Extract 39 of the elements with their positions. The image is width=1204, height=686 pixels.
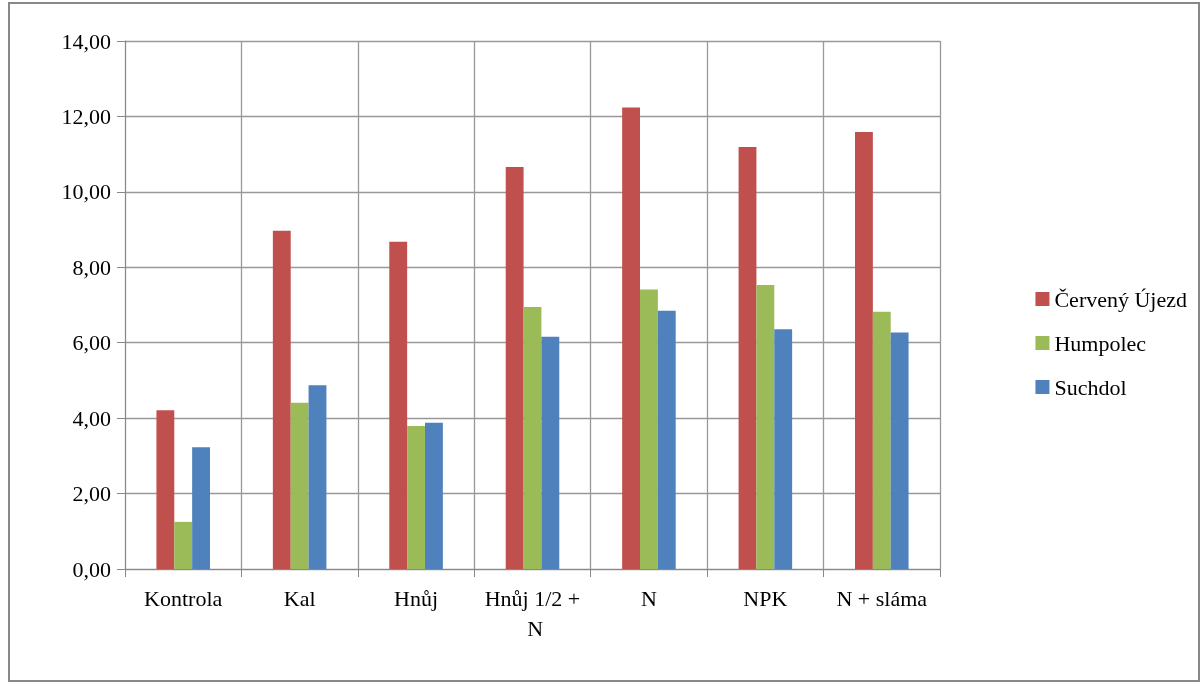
y-tick-label: 14,00 [61,28,111,54]
bar [407,426,425,569]
bar [425,422,443,569]
bar [156,410,175,569]
y-tick-label: 0,00 [72,556,111,582]
y-tick-label: 10,00 [61,179,111,205]
bar [890,332,909,569]
bar [505,166,524,569]
x-tick-label: Kontrola [144,585,223,611]
legend-label: Suchdol [1054,374,1127,400]
x-tick-label: N [640,585,657,611]
x-tick-label: Kal [283,585,316,611]
bar [523,306,542,569]
y-tick-label: 8,00 [72,254,111,280]
x-tick-label: Hnůj [394,585,439,611]
bar [855,131,873,569]
bar [541,336,560,569]
legend-label: Červený Újezd [1054,286,1187,312]
y-tick-label: 12,00 [61,103,111,129]
bar [308,385,327,569]
bar [272,230,291,569]
y-tick-label: 4,00 [72,405,111,431]
x-tick-label: N + sláma [836,585,928,611]
bar [774,329,793,569]
bar [872,311,891,569]
legend-label: Humpolec [1054,330,1147,356]
y-tick-label: 2,00 [72,481,111,507]
bar [738,146,757,569]
x-tick-label: Hnůj 1/2 + N [484,585,581,641]
bar [640,289,658,569]
y-tick-label: 6,00 [72,330,111,356]
bar [622,107,640,569]
bar [756,285,775,569]
bar [389,241,408,569]
bar [290,402,309,569]
bar [192,447,210,569]
bar [174,521,193,569]
x-tick-label: NPK [743,585,788,611]
bar [657,310,676,569]
